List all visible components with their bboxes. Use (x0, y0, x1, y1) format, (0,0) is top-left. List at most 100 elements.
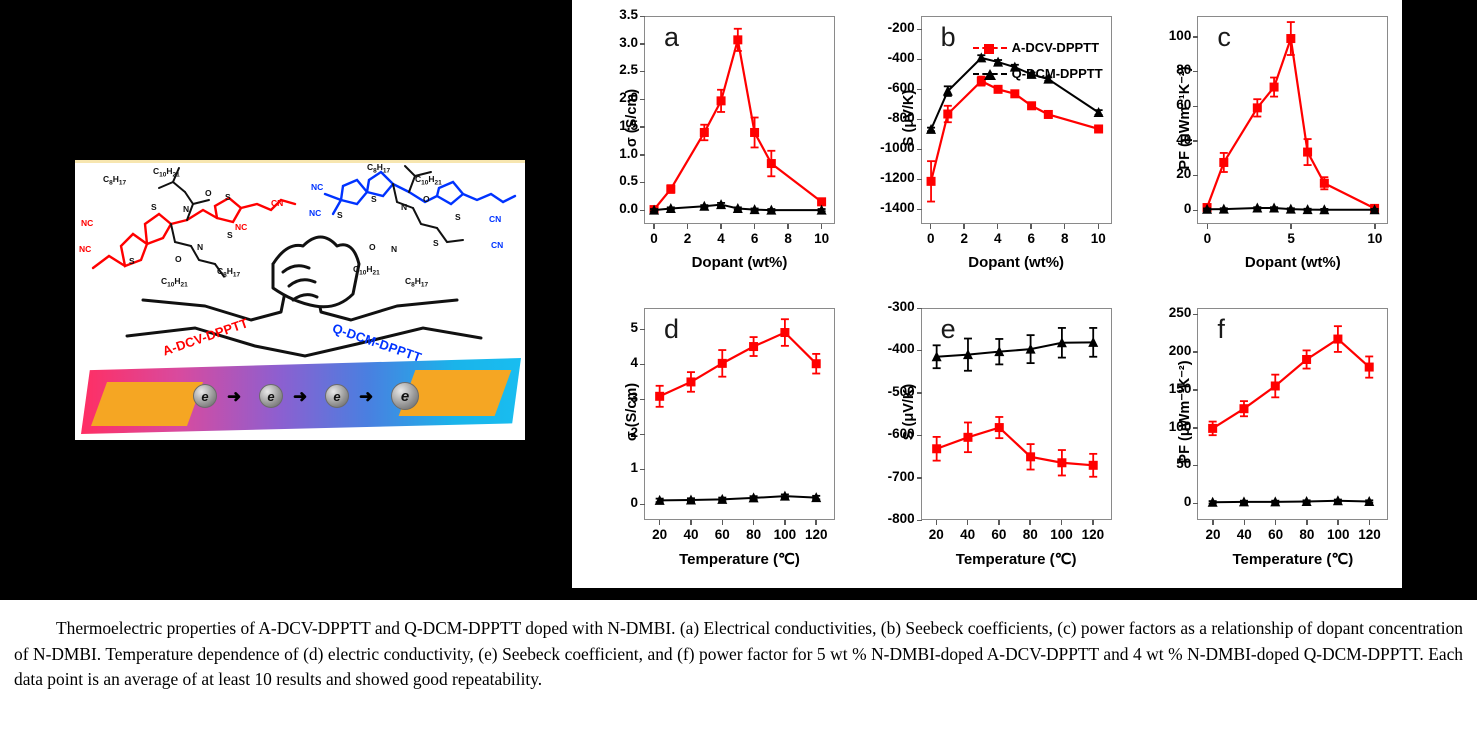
chart-panel-b: b -1400 -1200 -1000 -800 -600 -400 -200 0 2 4 6 8 10 D… (849, 0, 1126, 292)
ytickmark-e-1 (916, 477, 922, 479)
legend-line-0 (972, 43, 1007, 54)
ytickmark-c-0 (1193, 209, 1199, 212)
xtick-b-2: 4 (993, 231, 1002, 246)
data-point-c-1-5 (1302, 204, 1313, 215)
chem-label-c10h21-right: C10H21 (415, 174, 442, 187)
xtickmark-e-5 (1092, 520, 1094, 525)
ytick-c-3: 60 (1176, 97, 1192, 113)
data-point-d-0-5 (811, 359, 821, 369)
xtick-f-2: 60 (1268, 527, 1284, 542)
ytickmark-f-4 (1193, 351, 1199, 353)
ytick-d-3: 3 (630, 390, 638, 406)
ytick-a-1: 0.5 (619, 173, 638, 189)
legend-entry-q-dcm-dpptt[interactable]: Q-DCM-DPPTT (972, 66, 1103, 81)
xtickmark-b-3 (1030, 224, 1032, 229)
ytick-a-7: 3.5 (619, 7, 638, 22)
ytickmark-a-1 (640, 181, 645, 184)
ytickmark-f-1 (1193, 464, 1199, 467)
legend-label-0: A-DCV-DPPTT (1011, 40, 1100, 55)
panel-letter-e: e (940, 314, 956, 344)
data-point-f-0-4 (1333, 334, 1343, 344)
data-point-c-0-5 (1303, 147, 1313, 157)
xtick-b-0: 0 (926, 231, 935, 246)
xtick-b-1: 2 (960, 231, 968, 246)
molecule-structures-svg (91, 165, 517, 358)
data-point-e-1-4 (1056, 337, 1067, 348)
data-point-b-1-4 (1009, 61, 1020, 72)
electron-arrow-1: ➜ (227, 387, 242, 406)
data-point-b-0-6 (1043, 109, 1053, 119)
data-point-d-1-5 (811, 492, 822, 503)
ytick-a-2: 1.0 (619, 145, 638, 161)
ytickmark-d-5 (640, 328, 645, 331)
data-point-b-0-1 (942, 109, 952, 119)
xaxis-label-c: Dopant (wt%) (1244, 254, 1341, 271)
data-point-d-0-3 (749, 342, 759, 352)
xtick-d-2: 60 (714, 527, 730, 542)
ytickmark-b-4 (916, 88, 922, 91)
data-point-c-1-7 (1369, 204, 1380, 215)
electron-carrier-2: e (259, 384, 283, 408)
ytickmark-d-3 (640, 398, 645, 401)
data-point-f-0-2 (1271, 381, 1281, 391)
data-point-c-1-3 (1269, 202, 1280, 213)
data-point-e-0-2 (994, 423, 1004, 433)
ytick-e-1: -700 (887, 468, 915, 484)
data-point-a-1-0 (649, 204, 660, 215)
chem-label-s-left-4: S (227, 230, 233, 240)
series-line-a-1 (653, 203, 822, 212)
xtick-c-1: 5 (1287, 231, 1295, 246)
chem-label-n-right-2: N (391, 244, 398, 254)
xtick-f-5: 120 (1358, 527, 1381, 542)
figure-panel: a 0.0 0.5 1.0 1.5 2.0 2.5 3.0 3.5 0 2 4 6 8 10 Dopant (… (572, 0, 1402, 588)
xtickmark-b-5 (1097, 224, 1099, 229)
xaxis-label-b: Dopant (wt%) (968, 254, 1065, 271)
series-layer-f (1207, 325, 1375, 507)
plot-area-f: f 0 50 100 150 200 250 20 40 60 80 100 120 Temperatur… (1125, 292, 1402, 588)
xtick-b-5: 10 (1090, 231, 1106, 246)
ytick-e-3: -500 (887, 383, 915, 399)
series-layer-c (1202, 21, 1380, 215)
xtickmark-d-3 (752, 520, 755, 525)
data-point-b-1-6 (1042, 73, 1053, 84)
plot-area-e: e -800 -700 -600 -500 -400 -300 20 40 60 80 100 120 T… (849, 292, 1126, 588)
ytick-e-5: -300 (887, 299, 915, 314)
xtick-d-5: 120 (804, 527, 828, 542)
chem-label-o-left-1: O (205, 188, 212, 198)
data-point-a-0-3 (716, 96, 726, 106)
series-layer-e (931, 327, 1098, 478)
data-point-f-1-4 (1333, 495, 1344, 506)
chart-panel-a: a 0.0 0.5 1.0 1.5 2.0 2.5 3.0 3.5 0 2 4 6 8 10 Dopant (… (572, 0, 849, 292)
data-point-d-1-1 (685, 494, 696, 505)
legend-entry-a-dcv-dpptt[interactable]: A-DCV-DPPTT (972, 40, 1100, 55)
chem-label-c10h21-left-2: C10H21 (161, 276, 188, 289)
ytickmark-a-7 (640, 15, 645, 17)
chem-label-n-right-1: N (401, 202, 408, 212)
ytickmark-a-3 (640, 126, 645, 128)
electron-carrier-3: e (325, 384, 349, 408)
chem-label-s-right-1: S (337, 210, 343, 220)
electrode-pad-left (90, 382, 204, 426)
ytick-a-0: 0.0 (619, 201, 638, 217)
panel-letter-c: c (1217, 22, 1231, 52)
data-point-e-1-5 (1087, 336, 1098, 347)
chem-label-c8h17-left-2: C8H17 (217, 266, 241, 279)
legend-marker-triangle (983, 68, 996, 80)
xtick-a-5: 10 (814, 231, 830, 246)
chart-panel-d: d 0 1 2 3 4 5 20 40 60 80 100 120 Temperature (℃) σ (S… (572, 292, 849, 588)
chem-label-c8h17-left: C8H17 (103, 174, 127, 187)
plot-area-d: d 0 1 2 3 4 5 20 40 60 80 100 120 Temperature (℃) σ (S… (572, 292, 849, 588)
xtick-c-0: 0 (1203, 231, 1212, 246)
figure-caption: Thermoelectric properties of A-DCV-DPPTT… (0, 600, 1477, 738)
data-point-e-0-1 (963, 432, 973, 442)
xtickmark-c-2 (1374, 224, 1376, 229)
chart-panel-e: e -800 -700 -600 -500 -400 -300 20 40 60 80 100 120 T… (849, 292, 1126, 588)
data-point-f-0-0 (1208, 423, 1218, 433)
chem-label-s-right-4: S (433, 238, 439, 248)
data-point-d-1-4 (779, 490, 790, 501)
ytickmark-c-3 (1193, 105, 1199, 108)
data-point-e-1-1 (962, 349, 973, 360)
xtick-b-4: 8 (1060, 231, 1069, 246)
xtickmark-a-1 (686, 224, 689, 229)
plot-area-c: c 0 20 40 60 80 100 0 5 10 Dopant (wt%) PF (μWm⁻¹K⁻… (1125, 0, 1402, 292)
